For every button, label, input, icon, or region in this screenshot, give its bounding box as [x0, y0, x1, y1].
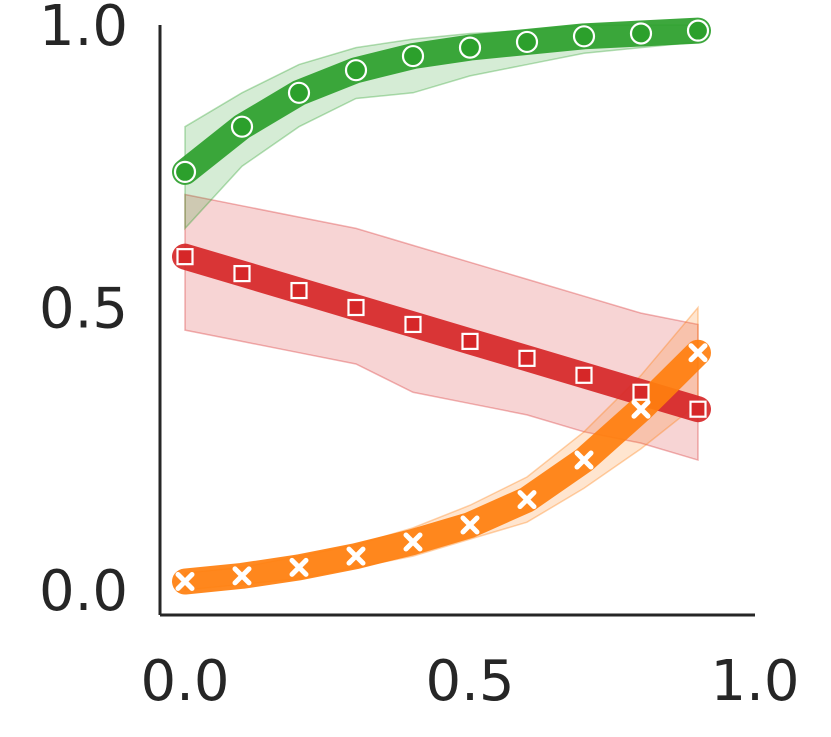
y-tick-label: 0.0: [39, 559, 128, 624]
data-point: [461, 332, 479, 350]
data-point: [230, 115, 254, 138]
x-tick-label: 0.0: [140, 649, 229, 714]
data-point: [629, 22, 653, 45]
data-point: [176, 248, 194, 266]
data-point: [346, 546, 366, 566]
data-point: [347, 298, 365, 317]
data-point: [344, 59, 368, 82]
data-point: [401, 44, 425, 68]
series-line: [172, 17, 711, 185]
series-line: [172, 243, 711, 423]
data-point: [232, 566, 252, 586]
data-point: [688, 343, 708, 363]
data-point: [572, 25, 596, 48]
data-point: [175, 572, 195, 592]
data-point: [290, 281, 308, 300]
data-point: [517, 490, 537, 510]
x-tick-labels: 0.0 0.5 1.0: [140, 649, 799, 714]
data-point: [458, 36, 482, 59]
data-point: [632, 383, 650, 401]
y-tick-labels: 0.0 0.5 1.0: [39, 0, 128, 624]
data-point: [289, 557, 309, 577]
x-tick-label: 0.5: [425, 649, 514, 714]
data-point: [574, 450, 594, 470]
data-point: [631, 399, 651, 419]
data-point: [515, 30, 539, 54]
x-tick-label: 1.0: [710, 649, 799, 714]
data-point: [460, 515, 480, 535]
y-tick-label: 1.0: [39, 0, 128, 59]
series-lines: [172, 17, 711, 595]
series-line: [172, 339, 711, 595]
data-point: [287, 81, 311, 104]
series-markers: [173, 19, 710, 592]
data-point: [575, 366, 593, 384]
data-point: [173, 160, 197, 183]
data-point: [233, 265, 251, 283]
data-point: [686, 19, 710, 42]
data-point: [404, 315, 422, 334]
data-point: [518, 349, 536, 367]
data-point: [689, 400, 707, 418]
y-tick-label: 0.5: [39, 277, 128, 342]
data-point: [403, 532, 423, 552]
